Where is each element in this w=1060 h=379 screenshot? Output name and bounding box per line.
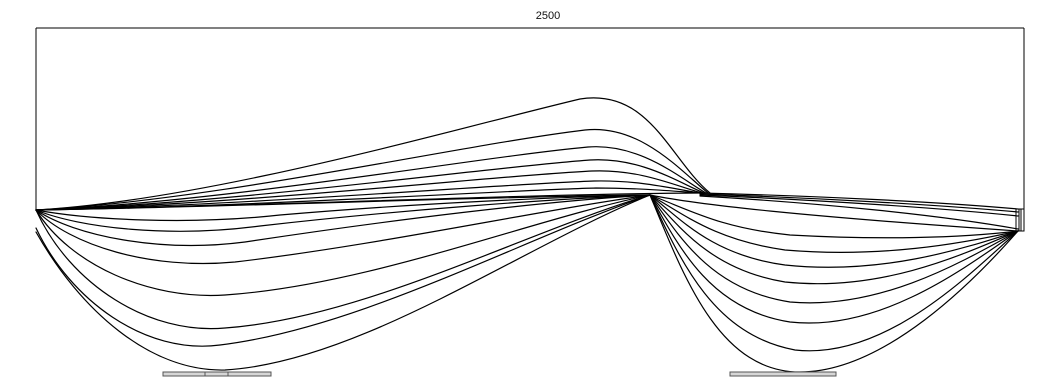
- left-curve-9: [35, 194, 651, 371]
- left-curve-5: [35, 194, 651, 265]
- upper-curve-3: [35, 146, 707, 211]
- right-curve-5: [649, 194, 1019, 285]
- left-curve-6: [35, 194, 651, 297]
- right-curve-1: [649, 194, 1019, 232]
- seat-tail: [699, 192, 1025, 232]
- right-curve-7: [649, 194, 1019, 324]
- left-curve-2: [35, 194, 651, 222]
- tail-edge-4: [699, 195, 1019, 230]
- upper-ribbon-curves: [35, 97, 711, 211]
- tail-top-edge: [699, 192, 1019, 210]
- left-foot-base-plate: [162, 371, 272, 377]
- left-curve-7: [35, 194, 651, 330]
- upper-curve-6: [35, 180, 701, 211]
- left-curve-1: [35, 194, 651, 211]
- right-support-curves: [649, 194, 1019, 373]
- upper-curve-1: [35, 97, 711, 211]
- tail-edge-2: [699, 193, 1019, 213]
- right-curve-2: [649, 194, 1019, 239]
- left-curve-3: [35, 194, 651, 232]
- left-support-curves: [35, 194, 651, 371]
- right-foot-base-plate: [729, 371, 837, 377]
- right-curve-8: [649, 194, 1019, 352]
- right-curve-4: [649, 194, 1019, 268]
- left-curve-8: [35, 194, 651, 347]
- overall-length-dimension-label: 2500: [536, 10, 560, 22]
- left-curve-4: [35, 194, 651, 246]
- tail-edge-3: [699, 194, 1019, 217]
- upper-curve-2: [35, 128, 709, 211]
- upper-curve-4: [35, 159, 705, 211]
- right-curve-3: [649, 194, 1019, 253]
- right-end-cap: [1015, 208, 1025, 232]
- right-curve-6: [649, 194, 1019, 304]
- upper-curve-5: [35, 170, 703, 211]
